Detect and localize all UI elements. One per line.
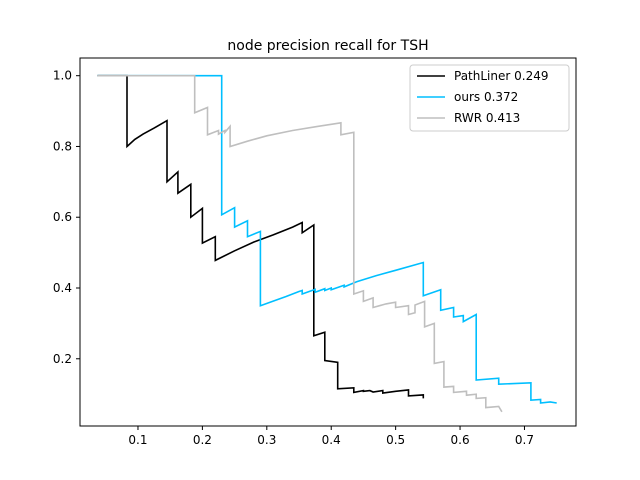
legend-label: RWR 0.413 xyxy=(454,111,520,125)
x-tick-label: 0.3 xyxy=(257,433,276,447)
x-axis: 0.1 0.2 0.3 0.4 0.5 0.6 0.7 xyxy=(128,426,534,447)
series-line-2 xyxy=(97,74,557,404)
legend-box xyxy=(409,64,570,132)
legend: PathLiner 0.249 ours 0.372 RWR 0.413 xyxy=(409,64,570,132)
y-tick-label: 0.4 xyxy=(53,281,72,295)
x-tick-label: 0.6 xyxy=(451,433,470,447)
legend-label: ours 0.372 xyxy=(454,90,518,104)
chart-title: node precision recall for TSH xyxy=(227,38,428,54)
y-tick-label: 0.6 xyxy=(53,210,72,224)
y-tick-label: 1.0 xyxy=(53,69,72,83)
y-tick-label: 0.2 xyxy=(53,352,72,366)
y-axis: 0.2 0.4 0.6 0.8 1.0 xyxy=(53,69,80,366)
series-line-1 xyxy=(97,74,425,399)
legend-label: PathLiner 0.249 xyxy=(454,69,548,83)
series-line-3 xyxy=(97,74,503,413)
x-tick-label: 0.5 xyxy=(386,433,405,447)
x-tick-label: 0.1 xyxy=(128,433,147,447)
plot-frame xyxy=(79,57,577,427)
x-tick-label: 0.7 xyxy=(515,433,534,447)
x-tick-label: 0.4 xyxy=(322,433,341,447)
series-layer xyxy=(97,74,557,413)
y-tick-label: 0.8 xyxy=(53,139,72,153)
x-tick-label: 0.2 xyxy=(193,433,212,447)
